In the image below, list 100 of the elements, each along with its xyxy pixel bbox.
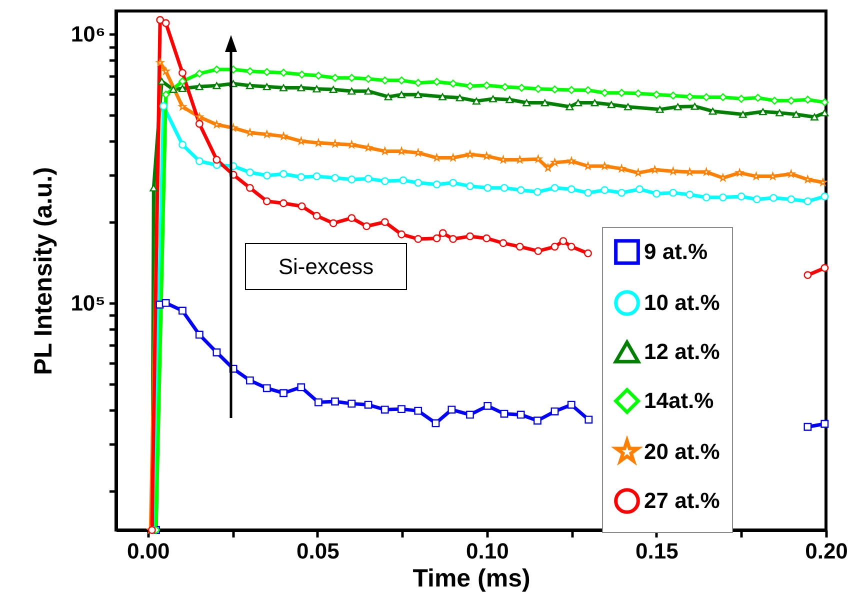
point [484, 184, 492, 192]
point [314, 398, 322, 406]
point [178, 102, 186, 110]
point [297, 173, 306, 182]
point [600, 186, 609, 194]
legend-label: 20 at.% [644, 439, 720, 464]
point [516, 156, 524, 164]
legend-label: 14at.% [644, 388, 714, 413]
point [574, 99, 582, 106]
point [550, 184, 559, 192]
point [500, 184, 508, 192]
x-tick-label: 0.20 [805, 538, 848, 564]
point [752, 195, 761, 204]
point [364, 400, 372, 409]
point [178, 140, 186, 149]
point [820, 98, 829, 106]
point [499, 156, 507, 164]
point [820, 192, 829, 200]
point [804, 197, 812, 206]
point [262, 83, 271, 90]
point [195, 70, 204, 78]
point [534, 247, 542, 256]
point [776, 109, 784, 116]
point [618, 88, 626, 97]
point [331, 398, 339, 406]
point [669, 188, 678, 197]
point [566, 103, 574, 110]
point [819, 178, 827, 186]
point [178, 68, 186, 77]
point [362, 222, 371, 230]
point [331, 74, 339, 82]
point [484, 402, 492, 410]
y-axis-title: PL Intensity (a.u.) [30, 167, 58, 375]
point [624, 103, 632, 110]
point [432, 180, 441, 188]
point [472, 98, 480, 105]
point [162, 19, 170, 28]
point [280, 170, 288, 178]
point [449, 154, 457, 162]
point [297, 383, 306, 392]
point [414, 406, 422, 415]
point [348, 214, 356, 222]
point [212, 82, 221, 90]
point [769, 194, 778, 202]
point [559, 237, 568, 245]
point [456, 94, 464, 102]
point [414, 178, 422, 187]
point [534, 416, 542, 425]
point [312, 85, 321, 92]
label-box: Si-excess [245, 243, 407, 290]
point [280, 68, 288, 77]
point [329, 86, 338, 93]
point [466, 232, 474, 240]
point [550, 407, 559, 416]
point [246, 128, 254, 136]
point [690, 102, 699, 110]
point [540, 99, 549, 106]
point [516, 186, 525, 194]
point [160, 102, 168, 110]
point [584, 86, 592, 94]
point [398, 76, 406, 84]
point [414, 91, 422, 98]
point [331, 140, 339, 148]
x-tick-label: 0.15 [636, 538, 678, 564]
annotation: Si-excess [278, 254, 374, 280]
point [381, 147, 389, 155]
point [652, 190, 660, 198]
point [466, 182, 474, 190]
point [489, 95, 497, 102]
legend-label: 9 at.% [644, 239, 708, 264]
point [810, 113, 818, 121]
point [736, 168, 744, 176]
point [414, 235, 422, 243]
point [770, 96, 778, 105]
point [364, 88, 372, 95]
point [737, 192, 746, 200]
point [246, 168, 254, 176]
point [534, 188, 542, 196]
point [752, 172, 760, 180]
point [195, 120, 204, 128]
legend-label: 12 at.% [644, 339, 720, 364]
point [466, 150, 474, 158]
point [438, 229, 447, 238]
point [550, 242, 559, 251]
point [262, 172, 271, 180]
point [449, 235, 457, 243]
point [398, 405, 406, 414]
point [298, 202, 306, 210]
point [768, 172, 777, 180]
point [438, 93, 446, 100]
point [482, 234, 491, 242]
point [636, 185, 644, 194]
x-tick-label: 0.05 [296, 538, 340, 564]
point [398, 147, 406, 155]
point [297, 84, 306, 92]
y-tick-label: 10⁵ [70, 290, 106, 316]
point [246, 82, 254, 90]
point [567, 400, 576, 409]
point [584, 188, 592, 197]
point [449, 80, 457, 88]
